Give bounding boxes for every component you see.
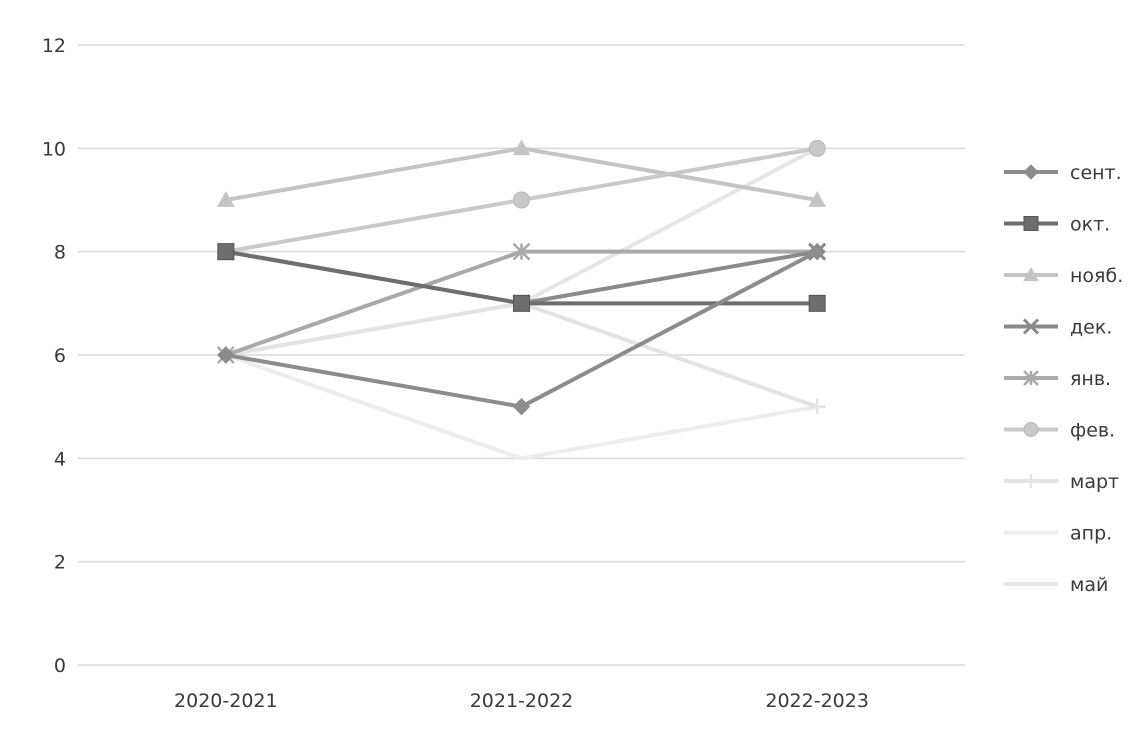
series-group (216, 139, 827, 461)
legend-item: сент. (1004, 162, 1122, 184)
legend-marker (1023, 216, 1039, 231)
legend-label: май (1070, 574, 1108, 596)
legend-label: окт. (1070, 214, 1110, 236)
y-tick-label: 10 (42, 138, 66, 160)
legend-label: нояб. (1070, 265, 1123, 287)
x-tick-label: 2020-2021 (174, 690, 278, 712)
data-point (217, 243, 235, 261)
data-point (512, 139, 531, 156)
legend-label: дек. (1070, 317, 1112, 339)
y-tick-label: 0 (54, 655, 66, 677)
legend-marker (1023, 164, 1039, 180)
legend-marker (1024, 474, 1038, 488)
grid (78, 44, 965, 666)
legend-item: нояб. (1004, 265, 1123, 287)
legend-marker (1023, 266, 1039, 282)
x-tick-label: 2022-2023 (765, 690, 869, 712)
x-axis: 2020-2021 2021-2022 2022-2023 (174, 690, 869, 712)
data-point (512, 397, 531, 416)
legend-item: апр. (1004, 523, 1112, 545)
y-axis: 0 2 4 6 8 10 12 (42, 35, 66, 677)
legend-marker (1022, 318, 1040, 335)
legend: сент. окт. нояб. дек. янв. фев. март апр. май (1004, 162, 1123, 596)
data-point (808, 139, 826, 157)
data-point (808, 242, 826, 261)
series-1 (217, 242, 826, 416)
legend-label: апр. (1070, 523, 1112, 545)
legend-marker (1023, 370, 1039, 386)
legend-item: дек. (1004, 317, 1112, 339)
data-point (513, 294, 530, 312)
legend-item: май (1004, 574, 1108, 596)
legend-label: март (1070, 471, 1119, 493)
series-line (225, 249, 819, 409)
y-tick-label: 8 (54, 242, 66, 264)
legend-item: окт. (1004, 214, 1110, 236)
series-6 (217, 139, 826, 261)
y-tick-label: 4 (54, 448, 66, 470)
legend-label: янв. (1070, 368, 1111, 390)
data-point (808, 190, 827, 207)
y-tick-label: 6 (54, 345, 66, 367)
legend-item: март (1004, 471, 1119, 493)
data-point (808, 294, 826, 312)
legend-marker (1023, 422, 1039, 437)
x-tick-label: 2021-2022 (470, 690, 574, 712)
data-point (809, 398, 826, 415)
data-point (512, 242, 531, 261)
legend-label: фев. (1070, 420, 1115, 442)
series-3 (216, 139, 827, 207)
data-point (217, 346, 235, 364)
legend-item: фев. (1004, 420, 1115, 442)
data-point (513, 191, 530, 209)
y-tick-label: 2 (54, 552, 66, 574)
data-point (216, 190, 235, 207)
y-tick-label: 12 (42, 35, 66, 57)
legend-label: сент. (1070, 162, 1122, 184)
legend-item: янв. (1004, 368, 1111, 390)
